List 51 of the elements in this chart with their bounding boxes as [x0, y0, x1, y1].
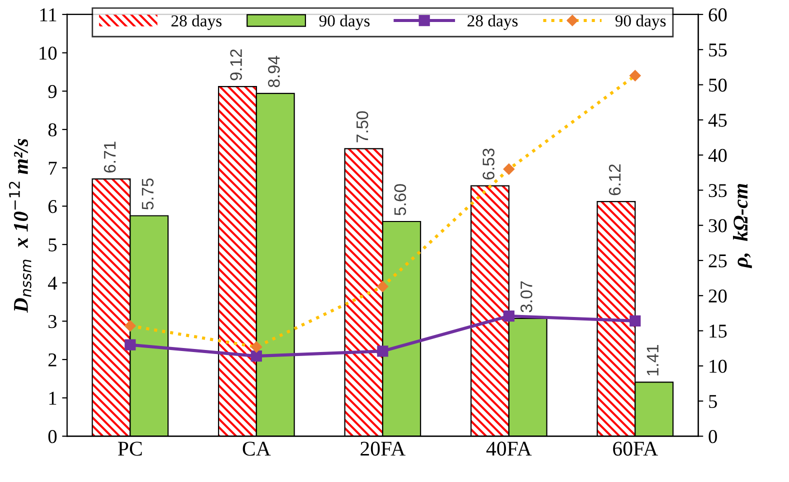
point: [124, 339, 136, 350]
y2-tick-label: 60: [708, 8, 727, 22]
legend-label: 28 days: [468, 14, 518, 30]
point: [250, 350, 262, 362]
data-label: 3.07: [520, 281, 532, 312]
y-tick-label: 9: [48, 85, 57, 98]
y-tick-label: 0: [48, 430, 57, 444]
y2-tick-label: 10: [710, 360, 727, 373]
y2-tick-label: 5: [709, 395, 717, 408]
y-tick-label: 3: [48, 315, 57, 328]
y2-tick-label: 25: [708, 254, 727, 268]
point: [503, 310, 514, 322]
y-tick-label: 1: [49, 392, 56, 405]
y2-tick-label: 0: [708, 430, 717, 444]
y2-tick-label: 50: [709, 78, 727, 92]
y-tick-label: 8: [48, 123, 57, 136]
data-label: 5.75: [142, 178, 154, 210]
y2-tick-label: 40: [708, 148, 727, 162]
x-tick-label: PC: [118, 442, 142, 456]
y2-tick-label: 45: [708, 114, 727, 127]
y-tick-label: 4: [48, 276, 58, 290]
point: [377, 346, 388, 357]
y-tick-label: 5: [48, 238, 57, 252]
data-label: 7.50: [356, 111, 368, 142]
y-tick-label: 10: [40, 46, 57, 60]
y-tick-label: 7: [48, 162, 57, 175]
y2-tick-label: 20: [708, 289, 727, 303]
x-tick-label: 20FA: [360, 442, 406, 456]
y-tick-label: 6: [48, 200, 57, 214]
data-label: 1.41: [646, 344, 658, 376]
y-tick-label: 2: [48, 353, 56, 366]
y2-axis-title: ρ, kΩ-cm: [732, 184, 752, 268]
data-label: 5.60: [394, 184, 406, 216]
data-label: 6.71: [104, 142, 116, 173]
data-label: 6.53: [482, 148, 494, 180]
y-tick-label: 11: [40, 8, 56, 22]
data-label: 6.12: [608, 164, 621, 196]
point: [630, 315, 641, 326]
x-tick-label: CA: [242, 442, 271, 456]
legend-label: 28 days: [171, 14, 222, 30]
y2-tick-label: 30: [708, 219, 727, 232]
x-tick-label: 60FA: [613, 442, 658, 456]
data-label: 9.12: [230, 49, 242, 80]
x-tick-label: 40FA: [486, 442, 532, 456]
y2-tick-label: 35: [708, 184, 727, 198]
legend-label: 90 days: [615, 14, 666, 30]
y2-tick-label: 15: [710, 324, 727, 338]
legend-label: 90 days: [319, 14, 370, 30]
data-label: 8.94: [268, 56, 280, 88]
y2-tick-label: 55: [709, 44, 727, 57]
y-axis-title: D$_{nssm}$ x 10$^{−12}$ m²/s: [8, 138, 32, 313]
